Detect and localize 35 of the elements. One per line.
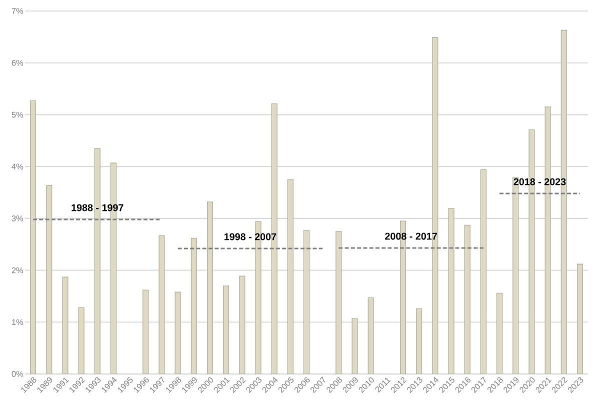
y-tick-label: 3% (12, 215, 24, 222)
bar (336, 231, 342, 374)
bar (206, 202, 213, 374)
bar (496, 292, 503, 374)
series-label: 2018 - 2023 (514, 178, 566, 186)
bar (352, 318, 358, 374)
y-tick-label: 5% (12, 112, 24, 118)
bar (368, 297, 374, 374)
y-tick-label: 2% (12, 267, 24, 274)
bar (30, 100, 36, 374)
y-tick-label: 1% (12, 319, 24, 326)
y-tick-label: 7% (12, 8, 24, 14)
series-label: 1998 - 2007 (224, 233, 276, 240)
y-tick-label: 6% (12, 60, 24, 66)
bar (416, 308, 422, 374)
series-label: 2008 - 2017 (385, 232, 437, 240)
bar (448, 208, 454, 374)
bar (303, 230, 310, 374)
bar (223, 286, 230, 374)
bar (239, 276, 246, 374)
y-tick-label: 0% (12, 371, 24, 377)
bar (287, 179, 294, 374)
bar (158, 235, 165, 374)
bar (464, 224, 470, 374)
bar (576, 264, 583, 374)
bar (78, 307, 84, 374)
bar (190, 238, 197, 374)
y-tick-label: 4% (12, 164, 24, 170)
bar (142, 290, 149, 374)
bar (62, 276, 68, 374)
bar (174, 292, 181, 374)
bar (480, 169, 486, 374)
bar (94, 148, 100, 374)
series-label: 1988 - 1997 (72, 204, 124, 212)
bar (46, 184, 52, 374)
